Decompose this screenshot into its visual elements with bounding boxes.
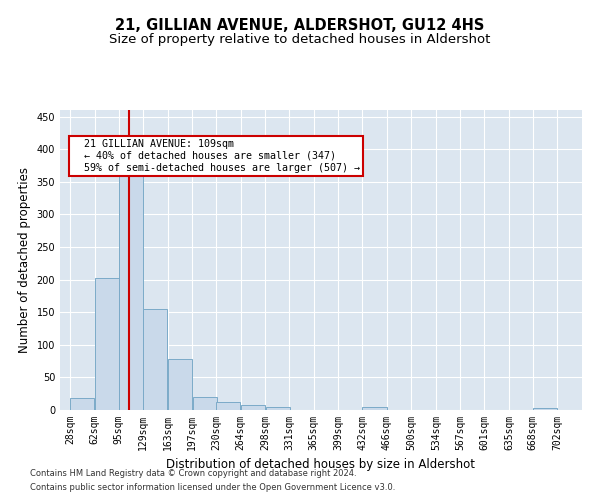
Bar	[217, 402, 241, 410]
Bar	[143, 309, 167, 410]
Text: Size of property relative to detached houses in Aldershot: Size of property relative to detached ho…	[109, 32, 491, 46]
Text: 21 GILLIAN AVENUE: 109sqm
  ← 40% of detached houses are smaller (347)
  59% of : 21 GILLIAN AVENUE: 109sqm ← 40% of detac…	[71, 140, 359, 172]
Bar	[362, 408, 386, 410]
Bar	[241, 406, 265, 410]
Bar	[193, 397, 217, 410]
Bar	[119, 172, 143, 410]
Y-axis label: Number of detached properties: Number of detached properties	[18, 167, 31, 353]
Bar	[266, 406, 290, 410]
Bar	[70, 398, 94, 410]
Bar	[95, 278, 119, 410]
Bar	[168, 359, 192, 410]
Text: 21, GILLIAN AVENUE, ALDERSHOT, GU12 4HS: 21, GILLIAN AVENUE, ALDERSHOT, GU12 4HS	[115, 18, 485, 32]
X-axis label: Distribution of detached houses by size in Aldershot: Distribution of detached houses by size …	[167, 458, 476, 471]
Text: Contains public sector information licensed under the Open Government Licence v3: Contains public sector information licen…	[30, 484, 395, 492]
Bar	[533, 408, 557, 410]
Text: Contains HM Land Registry data © Crown copyright and database right 2024.: Contains HM Land Registry data © Crown c…	[30, 468, 356, 477]
